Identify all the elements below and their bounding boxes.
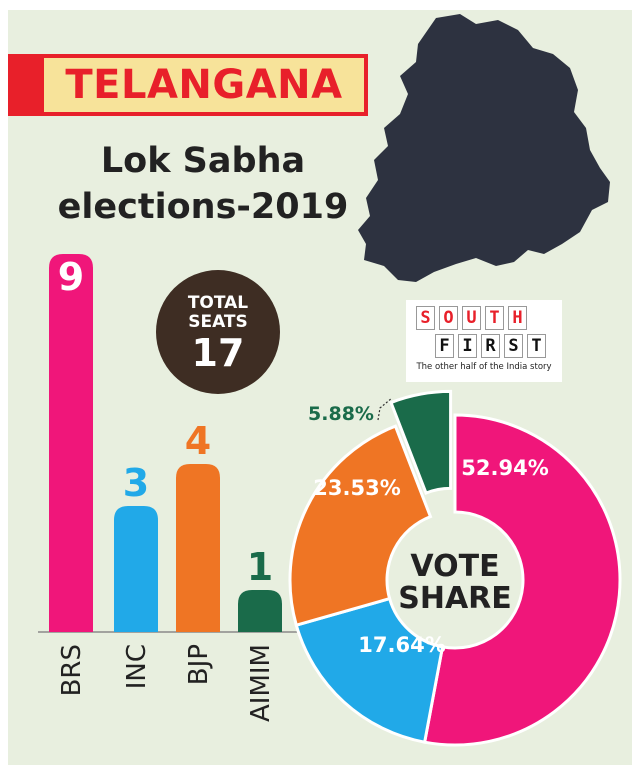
bar-category-label: AIMIM — [246, 644, 276, 722]
telangana-map-icon — [358, 14, 610, 282]
logo-letter: S — [504, 334, 523, 358]
subtitle-line-2: elections-2019 — [57, 187, 349, 227]
logo-letter: O — [439, 306, 458, 330]
bar-category-label: BRS — [57, 644, 87, 696]
logo-letter: T — [527, 334, 546, 358]
bar-value-label: 3 — [123, 461, 149, 505]
logo-letter: U — [462, 306, 481, 330]
donut-center-label: SHARE — [398, 581, 512, 616]
total-seats-value: 17 — [191, 331, 245, 375]
bar-bjp — [176, 464, 220, 632]
donut-slice-inc — [294, 596, 445, 744]
logo-letter: R — [481, 334, 500, 358]
logo-tagline: The other half of the India story — [416, 362, 552, 372]
bar-category-label: BJP — [184, 644, 214, 685]
donut-center-label: VOTE — [410, 549, 499, 584]
total-seats-badge: TOTAL SEATS 17 — [156, 270, 280, 394]
donut-value-label: 23.53% — [313, 476, 400, 500]
total-seats-label-2: SEATS — [188, 312, 248, 332]
bar-value-label: 9 — [58, 255, 84, 299]
donut-slice-aimim — [389, 389, 453, 495]
bar-category-label: INC — [122, 644, 152, 689]
south-first-logo: S O U T H F I R S T The other half of th… — [406, 300, 562, 382]
total-seats-label-1: TOTAL — [187, 293, 249, 313]
bar-value-label: 1 — [247, 545, 273, 589]
donut-value-label: 52.94% — [461, 456, 548, 480]
bar-brs — [49, 254, 93, 632]
slice-leader-line — [377, 397, 393, 421]
subtitle-line-1: Lok Sabha — [100, 141, 306, 181]
bar-aimim — [238, 590, 282, 632]
state-title: TELANGANA — [44, 58, 364, 112]
donut-slice-bjp — [288, 424, 433, 628]
donut-value-label: 17.64% — [358, 633, 445, 657]
logo-letter: I — [458, 334, 477, 358]
logo-letter: H — [508, 306, 527, 330]
logo-letter: T — [485, 306, 504, 330]
logo-letter: F — [435, 334, 454, 358]
logo-letter: S — [416, 306, 435, 330]
infographic-frame: TELANGANA Lok Sabha elections-2019 TOTAL… — [8, 10, 632, 765]
page-subtitle: Lok Sabha elections-2019 — [38, 138, 368, 230]
bar-inc — [114, 506, 158, 632]
donut-slice-brs — [422, 413, 622, 747]
bar-value-label: 4 — [185, 419, 211, 463]
donut-value-label: 5.88% — [308, 403, 374, 425]
seats-bar-chart: 9 BRS 3 INC 4 BJP 1 AIMIM — [38, 254, 298, 722]
